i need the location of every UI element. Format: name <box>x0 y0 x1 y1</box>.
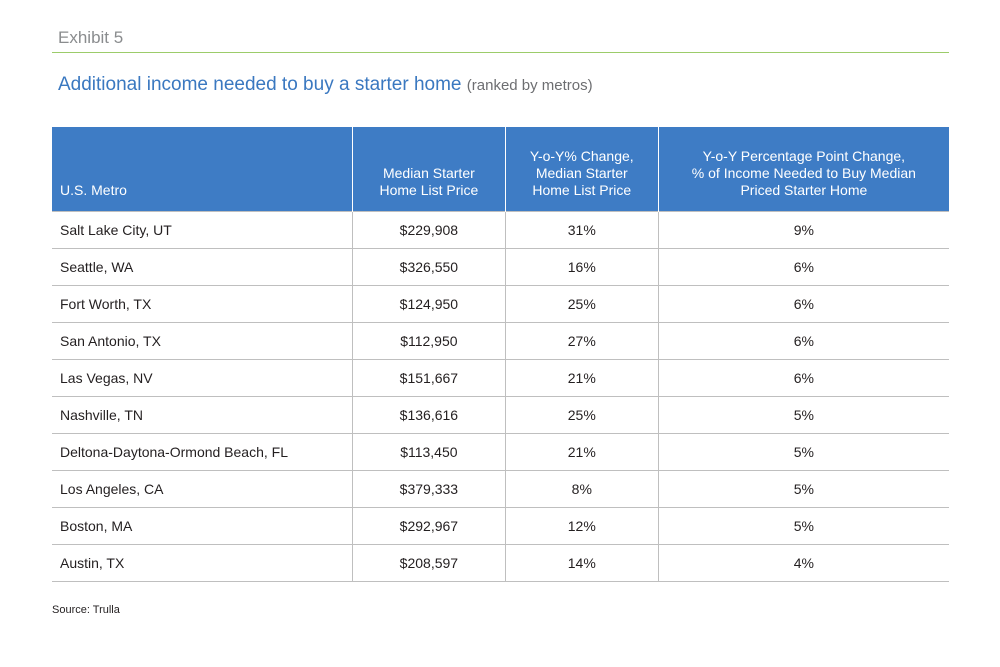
metro-cell: San Antonio, TX <box>52 322 353 360</box>
list-price-cell: $136,616 <box>351 396 506 434</box>
table-title-main: Additional income needed to buy a starte… <box>58 74 462 95</box>
column-header: Median Starter Home List Price <box>351 127 506 212</box>
column-header-line: Median Starter <box>382 165 475 181</box>
source-note: Source: Trulla <box>52 604 120 616</box>
metro-cell: Seattle, WA <box>52 248 353 286</box>
yoy-change-cell: 25% <box>504 285 659 323</box>
pp-change-cell: 5% <box>657 396 949 434</box>
yoy-change-cell: 21% <box>504 359 659 397</box>
metro-cell: Los Angeles, CA <box>52 470 353 508</box>
pp-change-cell: 6% <box>657 248 949 286</box>
yoy-change-cell: 31% <box>504 211 659 249</box>
list-price-cell: $229,908 <box>351 211 506 249</box>
yoy-change-cell: 8% <box>504 470 659 508</box>
column-header-line: Priced Starter Home <box>740 182 868 198</box>
pp-change-cell: 5% <box>657 507 949 545</box>
pp-change-cell: 6% <box>657 322 949 360</box>
yoy-change-cell: 14% <box>504 544 659 582</box>
column-header-line: U.S. Metro <box>60 182 127 198</box>
column-header: U.S. Metro <box>52 127 353 212</box>
metro-cell: Austin, TX <box>52 544 353 582</box>
list-price-cell: $124,950 <box>351 285 506 323</box>
list-price-cell: $113,450 <box>351 433 506 471</box>
header-row: U.S. Metro Median Starter Home List Price… <box>52 127 949 212</box>
column-header-line: Home List Price <box>379 182 479 198</box>
metro-cell: Boston, MA <box>52 507 353 545</box>
exhibit-label: Exhibit 5 <box>58 28 124 47</box>
table-row: Las Vegas, NV $151,667 21% 6% <box>52 359 949 397</box>
yoy-change-cell: 27% <box>504 322 659 360</box>
table-row: Boston, MA $292,967 12% 5% <box>52 507 949 545</box>
metro-cell: Salt Lake City, UT <box>52 211 353 249</box>
table-row: Seattle, WA $326,550 16% 6% <box>52 248 949 286</box>
pp-change-cell: 6% <box>657 285 949 323</box>
table-row: Nashville, TN $136,616 25% 5% <box>52 396 949 434</box>
pp-change-cell: 9% <box>657 211 949 249</box>
metro-cell: Deltona-Daytona-Ormond Beach, FL <box>52 433 353 471</box>
table-row: Salt Lake City, UT $229,908 31% 9% <box>52 211 949 249</box>
table-row: San Antonio, TX $112,950 27% 6% <box>52 322 949 360</box>
metro-table: U.S. Metro Median Starter Home List Price… <box>52 127 949 582</box>
list-price-cell: $379,333 <box>351 470 506 508</box>
metro-cell: Nashville, TN <box>52 396 353 434</box>
table-row: Fort Worth, TX $124,950 25% 6% <box>52 285 949 323</box>
column-header-line: Median Starter <box>535 165 628 181</box>
table-row: Deltona-Daytona-Ormond Beach, FL $113,450… <box>52 433 949 471</box>
column-header-line: % of Income Needed to Buy Median <box>691 165 916 181</box>
divider-rule <box>52 52 949 53</box>
pp-change-cell: 5% <box>657 433 949 471</box>
table-row: Austin, TX $208,597 14% 4% <box>52 544 949 582</box>
metro-cell: Las Vegas, NV <box>52 359 353 397</box>
pp-change-cell: 5% <box>657 470 949 508</box>
list-price-cell: $208,597 <box>351 544 506 582</box>
list-price-cell: $326,550 <box>351 248 506 286</box>
column-header-line: Y-o-Y% Change, <box>529 148 634 164</box>
pp-change-cell: 4% <box>657 544 949 582</box>
yoy-change-cell: 25% <box>504 396 659 434</box>
yoy-change-cell: 21% <box>504 433 659 471</box>
list-price-cell: $292,967 <box>351 507 506 545</box>
metro-cell: Fort Worth, TX <box>52 285 353 323</box>
table-title: Additional income needed to buy a starte… <box>58 74 593 96</box>
yoy-change-cell: 12% <box>504 507 659 545</box>
column-header-line: Home List Price <box>532 182 632 198</box>
table-body: Salt Lake City, UT $229,908 31% 9% Seattle, … <box>52 211 949 582</box>
list-price-cell: $151,667 <box>351 359 506 397</box>
column-header-line: Y-o-Y Percentage Point Change, <box>702 148 906 164</box>
column-header: Y-o-Y% Change, Median Starter Home List Pr… <box>504 127 659 212</box>
column-header: Y-o-Y Percentage Point Change,% of Incom… <box>657 127 949 212</box>
table-row: Los Angeles, CA $379,333 8% 5% <box>52 470 949 508</box>
yoy-change-cell: 16% <box>504 248 659 286</box>
pp-change-cell: 6% <box>657 359 949 397</box>
table-subtitle: (ranked by metros) <box>466 77 593 94</box>
list-price-cell: $112,950 <box>351 322 506 360</box>
